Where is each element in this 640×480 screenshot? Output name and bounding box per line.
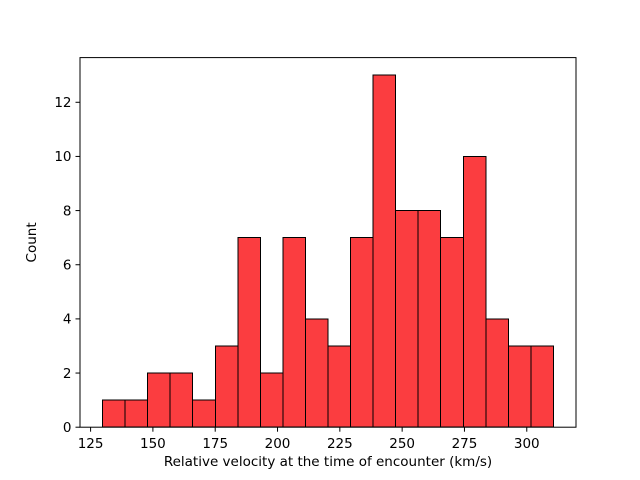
histogram-bar <box>237 237 261 428</box>
y-axis-ticks <box>75 101 80 428</box>
histogram-bar <box>124 399 149 428</box>
histogram-bar <box>259 372 284 428</box>
histogram-bar <box>462 155 487 428</box>
histogram-bar <box>327 345 352 428</box>
y-ticklabel: 2 <box>63 366 72 382</box>
histogram-bar <box>395 210 419 428</box>
x-ticklabel: 125 <box>78 436 104 452</box>
y-ticklabel: 6 <box>63 258 72 274</box>
x-ticklabel: 300 <box>514 436 540 452</box>
y-ticklabel: 8 <box>63 203 72 219</box>
histogram-bar <box>440 237 464 428</box>
x-ticklabel: 175 <box>202 436 228 452</box>
x-ticklabel: 225 <box>327 436 353 452</box>
x-axis-ticks <box>90 427 528 432</box>
histogram-bar <box>304 318 329 428</box>
x-ticklabel: 200 <box>265 436 291 452</box>
axes-border <box>79 57 577 428</box>
y-axis-ticklabels: 0 2 4 6 8 10 12 <box>54 95 71 436</box>
y-ticklabel: 10 <box>54 149 71 165</box>
y-ticklabel: 0 <box>63 420 72 436</box>
histogram-bar <box>350 237 374 428</box>
histogram-bar <box>282 237 306 428</box>
y-ticklabel: 4 <box>63 312 72 328</box>
y-ticklabel: 12 <box>54 95 71 111</box>
x-axis-ticklabels: 125 150 175 200 225 250 275 300 <box>78 436 540 452</box>
histogram-bar <box>485 318 509 428</box>
histogram-bar <box>147 372 171 428</box>
histogram-bar <box>192 399 216 428</box>
histogram-bar <box>169 372 194 428</box>
x-ticklabel: 150 <box>140 436 166 452</box>
histogram-bar <box>102 399 126 428</box>
x-axis-label: Relative velocity at the time of encount… <box>164 454 492 470</box>
histogram-bar <box>530 345 554 428</box>
histogram-bar <box>507 345 532 428</box>
x-ticklabel: 250 <box>389 436 415 452</box>
histogram-bar <box>372 74 397 428</box>
x-ticklabel: 275 <box>452 436 478 452</box>
histogram-bar <box>417 210 442 428</box>
histogram-bar <box>214 345 239 428</box>
y-axis-label: Count <box>24 222 40 262</box>
bars-group <box>102 74 554 428</box>
